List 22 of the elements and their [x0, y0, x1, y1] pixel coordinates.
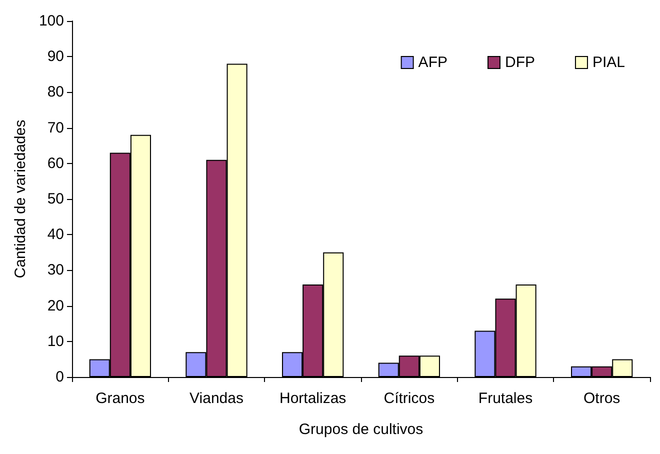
y-tick-label: 100 — [38, 12, 64, 30]
x-axis-title: Grupos de cultivos — [298, 421, 424, 438]
legend-label: AFP — [418, 54, 448, 71]
x-tick-label: Cítricos — [384, 390, 435, 407]
x-tick-label: Frutales — [478, 390, 533, 407]
x-tick-label: Otros — [583, 390, 620, 407]
y-tick-label: 0 — [56, 368, 64, 386]
y-axis-title: Cantidad de variedades — [12, 120, 30, 278]
y-tick-label: 90 — [47, 48, 64, 66]
legend-label: PIAL — [592, 54, 626, 71]
y-tick-label: 10 — [47, 332, 64, 350]
y-tick-label: 60 — [47, 154, 64, 172]
y-tick-label: 40 — [47, 226, 64, 244]
y-tick-label: 30 — [47, 262, 64, 279]
y-tick-label: 80 — [47, 84, 64, 101]
x-tick-label: Viandas — [190, 390, 244, 407]
x-tick-label: Granos — [96, 390, 145, 407]
legend-label: DFP — [504, 54, 535, 71]
x-tick-label: Hortalizas — [279, 390, 346, 407]
y-tick-label: 70 — [47, 119, 64, 136]
y-tick-label: 50 — [47, 190, 64, 208]
y-tick-label: 20 — [47, 297, 64, 314]
